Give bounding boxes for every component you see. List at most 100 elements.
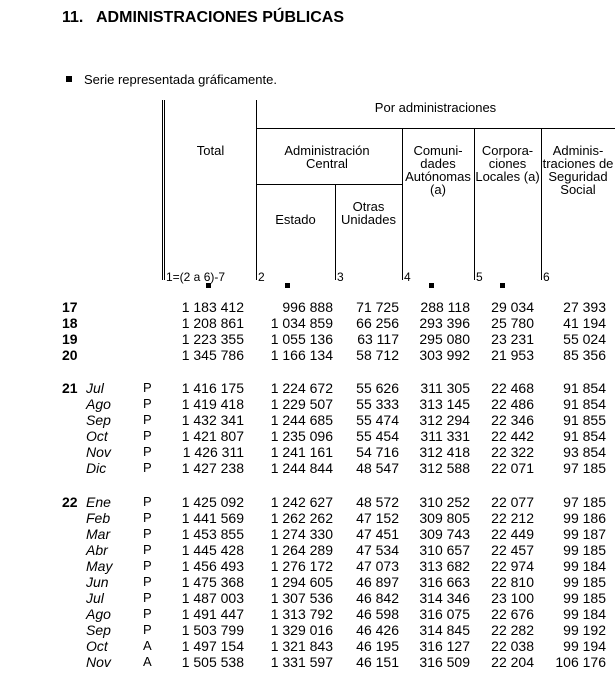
cell-value: 22 468 [491,380,534,396]
row-status-flag: P [143,590,152,605]
cell-value: 21 953 [491,347,534,363]
cell-value: 309 743 [419,526,470,542]
cell-value: 22 346 [491,412,534,428]
row-month: Ago [86,396,111,412]
cell-value: 27 393 [563,299,606,315]
cell-value: 1 456 493 [181,558,244,574]
cell-value: 22 810 [491,574,534,590]
cell-value: 1 453 855 [181,526,244,542]
cell-value: 1 419 418 [181,396,244,412]
cell-value: 99 187 [563,526,606,542]
row-year: 22 [62,494,78,510]
cell-value: 1 262 262 [270,510,333,526]
row-status-flag: P [143,444,152,459]
cell-value: 99 194 [563,638,606,654]
row-month: Nov [86,654,111,670]
cell-value: 71 725 [356,299,399,315]
cell-value: 106 176 [555,654,606,670]
cell-value: 85 356 [563,347,606,363]
cell-value: 1 445 428 [181,542,244,558]
cell-value: 311 331 [420,428,470,444]
cell-value: 1 425 092 [181,494,244,510]
cell-value: 22 204 [491,654,534,670]
cell-value: 312 418 [419,444,470,460]
row-month: Jul [86,380,104,396]
row-year: 21 [62,380,78,396]
cell-value: 22 457 [491,542,534,558]
cell-value: 316 663 [419,574,470,590]
cell-value: 91 854 [563,428,606,444]
cell-value: 99 186 [563,510,606,526]
cell-value: 1 329 016 [270,622,333,638]
header-estado: Estado [275,212,316,227]
header-total: Total [196,143,225,158]
cell-value: 46 195 [356,638,399,654]
cell-value: 91 854 [563,396,606,412]
cell-value: 1 432 341 [181,412,244,428]
cell-value: 1 331 597 [270,654,333,670]
cell-value: 1 294 605 [270,574,333,590]
row-month: Jun [86,574,109,590]
row-status-flag: P [143,542,152,557]
cell-value: 23 100 [491,590,534,606]
row-status-flag: P [143,396,152,411]
cell-value: 1 241 161 [270,444,333,460]
cell-value: 99 185 [563,590,606,606]
cell-value: 1 183 412 [181,299,244,315]
cell-value: 54 716 [356,444,399,460]
cell-value: 22 038 [491,638,534,654]
graphed-series-marker-icon [429,283,434,288]
cell-value: 309 805 [419,510,470,526]
section-title: 11. ADMINISTRACIONES PÚBLICAS [62,9,345,26]
cell-value: 1 224 672 [270,380,333,396]
row-month: Oct [86,638,108,654]
row-status-flag: P [143,574,152,589]
cell-value: 1 313 792 [270,606,333,622]
row-status-flag: P [143,380,152,395]
row-month: Sep [86,412,111,428]
column-number: 1=(2 a 6)-7 [166,270,226,284]
cell-value: 1 487 003 [181,590,244,606]
cell-value: 1 503 799 [181,622,244,638]
cell-value: 313 682 [419,558,470,574]
cell-value: 55 626 [356,380,399,396]
divider [474,128,475,280]
cell-value: 93 854 [563,444,606,460]
row-month: Ene [86,494,111,510]
cell-value: 1 264 289 [270,542,333,558]
cell-value: 1 276 172 [270,558,333,574]
cell-value: 1 426 311 [182,444,244,460]
cell-value: 312 588 [419,460,470,476]
cell-value: 1 416 175 [181,380,244,396]
cell-value: 1 421 807 [181,428,244,444]
cell-value: 58 712 [356,347,399,363]
row-month: Abr [86,542,108,558]
cell-value: 99 185 [563,542,606,558]
row-month: Ago [86,606,111,622]
cell-value: 316 127 [419,638,470,654]
cell-value: 22 322 [491,444,534,460]
cell-value: 1 274 330 [270,526,333,542]
cell-value: 22 486 [491,396,534,412]
column-number: 4 [404,270,411,284]
cell-value: 311 305 [420,380,470,396]
graphed-series-marker-icon [285,283,290,288]
row-status-flag: P [143,526,152,541]
graphed-series-marker-icon [206,283,211,288]
row-year: 20 [62,347,78,363]
cell-value: 46 151 [356,654,399,670]
divider [256,184,402,185]
cell-value: 22 282 [491,622,534,638]
cell-value: 314 346 [419,590,470,606]
divider [256,128,615,129]
cell-value: 22 676 [491,606,534,622]
row-month: Feb [86,510,111,526]
cell-value: 25 780 [491,315,534,331]
divider [402,128,403,280]
cell-value: 47 073 [356,558,399,574]
cell-value: 1 491 447 [181,606,244,622]
column-number: 6 [543,270,550,284]
cell-value: 303 992 [419,347,470,363]
cell-value: 55 024 [563,331,606,347]
cell-value: 1 223 355 [181,331,244,347]
